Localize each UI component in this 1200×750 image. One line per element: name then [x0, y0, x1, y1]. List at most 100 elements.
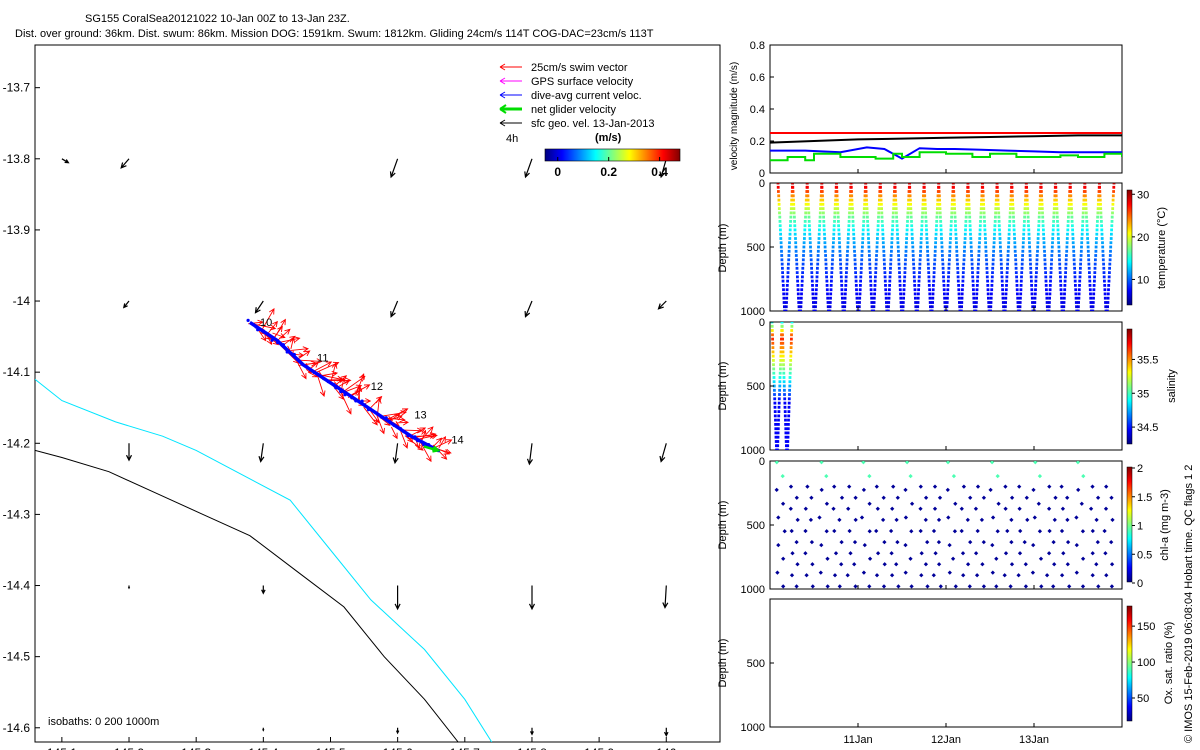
temperature-point	[1049, 271, 1053, 274]
chlorophyll-point	[938, 584, 943, 589]
temperature-point	[1078, 284, 1081, 287]
temperature-point	[881, 237, 885, 240]
temperature-point	[908, 183, 911, 185]
temperature-point	[822, 211, 825, 215]
temperature-point	[1082, 198, 1086, 202]
chlorophyll-point	[874, 484, 879, 489]
temperature-point	[823, 249, 827, 253]
temperature-point	[1027, 224, 1030, 228]
temperature-point	[1054, 190, 1058, 193]
temperature-point	[869, 279, 873, 283]
temperature-point	[814, 301, 818, 304]
temperature-point	[904, 249, 908, 253]
temperature-point	[818, 215, 822, 219]
salinity-point	[779, 367, 782, 371]
swim-vector-arrow	[298, 350, 311, 360]
chlorophyll-point	[1018, 528, 1023, 534]
temperature-point	[813, 309, 817, 311]
temperature-point	[969, 241, 973, 245]
temperature-point	[1023, 211, 1027, 215]
chlorophyll-point	[1076, 487, 1081, 493]
salinity-point	[784, 427, 788, 431]
geo-vector-arrow	[61, 158, 70, 164]
temperature-point	[970, 258, 974, 262]
salinity-colorbar-label: salinity	[1166, 369, 1178, 403]
temperature-point	[1040, 207, 1044, 210]
temperature-point	[815, 271, 819, 274]
temperature-point	[1052, 207, 1056, 210]
temperature-point	[917, 284, 921, 287]
temperature-point	[890, 241, 894, 245]
temperature-point	[1005, 275, 1009, 279]
temperature-point	[802, 254, 805, 257]
salinity-point	[777, 401, 781, 405]
temperature-point	[1106, 305, 1109, 309]
geo-vector-arrow	[524, 158, 533, 179]
swim-vector-arrow	[330, 362, 338, 384]
salinity-point	[772, 367, 776, 371]
salinity-point	[773, 393, 776, 396]
temperature-point	[896, 245, 900, 249]
temperature-point	[962, 254, 966, 257]
chlorophyll-point	[1065, 539, 1071, 545]
temperature-point	[1074, 284, 1077, 287]
temperature-point	[1081, 228, 1084, 232]
oxygen-colorbar	[1126, 605, 1133, 722]
temperature-point	[990, 284, 994, 287]
temperature-point	[874, 258, 878, 262]
temperature-point	[1110, 220, 1114, 223]
temperature-point	[1030, 296, 1034, 300]
chlorophyll-point	[975, 528, 980, 534]
chlorophyll-point	[790, 551, 795, 556]
chlorophyll-point	[833, 551, 839, 556]
temperature-point	[1112, 183, 1116, 185]
temperature-point	[1108, 271, 1111, 274]
temperature-point	[1084, 211, 1088, 215]
chlorophyll-point	[967, 584, 972, 589]
temperature-point	[816, 266, 819, 270]
temperature-point	[826, 301, 830, 304]
chart-title: SG155 CoralSea20121022 10-Jan 00Z to 13-…	[85, 13, 350, 25]
temperature-point	[860, 258, 864, 262]
temperature-point	[793, 220, 796, 223]
temperature-point	[911, 245, 915, 249]
temperature-point	[846, 249, 849, 253]
temperature-point	[810, 275, 814, 279]
temperature-point	[879, 198, 883, 202]
temperature-point	[924, 224, 928, 228]
temperature-point	[948, 258, 951, 262]
temperature-point	[924, 220, 928, 223]
temperature-point	[1092, 292, 1096, 296]
temperature-point	[1099, 207, 1103, 210]
temperature-point	[866, 228, 870, 232]
temperature-point	[1111, 198, 1115, 202]
chlorophyll-point	[1067, 584, 1072, 589]
temperature-point	[927, 271, 931, 274]
temperature-point	[1018, 301, 1022, 304]
temperature-point	[978, 228, 982, 232]
chlorophyll-point	[981, 495, 987, 500]
temperature-point	[934, 237, 938, 240]
chlorophyll-point	[853, 517, 858, 523]
dive-avg-point	[350, 396, 354, 400]
temperature-point	[1094, 254, 1098, 257]
temperature-point	[887, 301, 891, 304]
temperature-point	[807, 215, 811, 219]
temperature-point	[1072, 258, 1076, 262]
temperature-point	[840, 288, 844, 292]
salinity-point	[774, 418, 777, 422]
temperature-point	[1056, 224, 1060, 228]
temperature-point	[1058, 262, 1062, 266]
chlorophyll-point	[1109, 495, 1114, 500]
temperature-point	[1019, 279, 1023, 283]
temperature-point	[799, 309, 802, 311]
temperature-point	[829, 292, 833, 296]
temperature-point	[782, 288, 785, 292]
temperature-point	[780, 249, 783, 253]
temperature-point	[1096, 215, 1099, 219]
temperature-point	[906, 207, 910, 210]
temperature-point	[955, 245, 958, 249]
temperature-point	[1062, 296, 1066, 300]
temperature-point	[891, 228, 894, 232]
